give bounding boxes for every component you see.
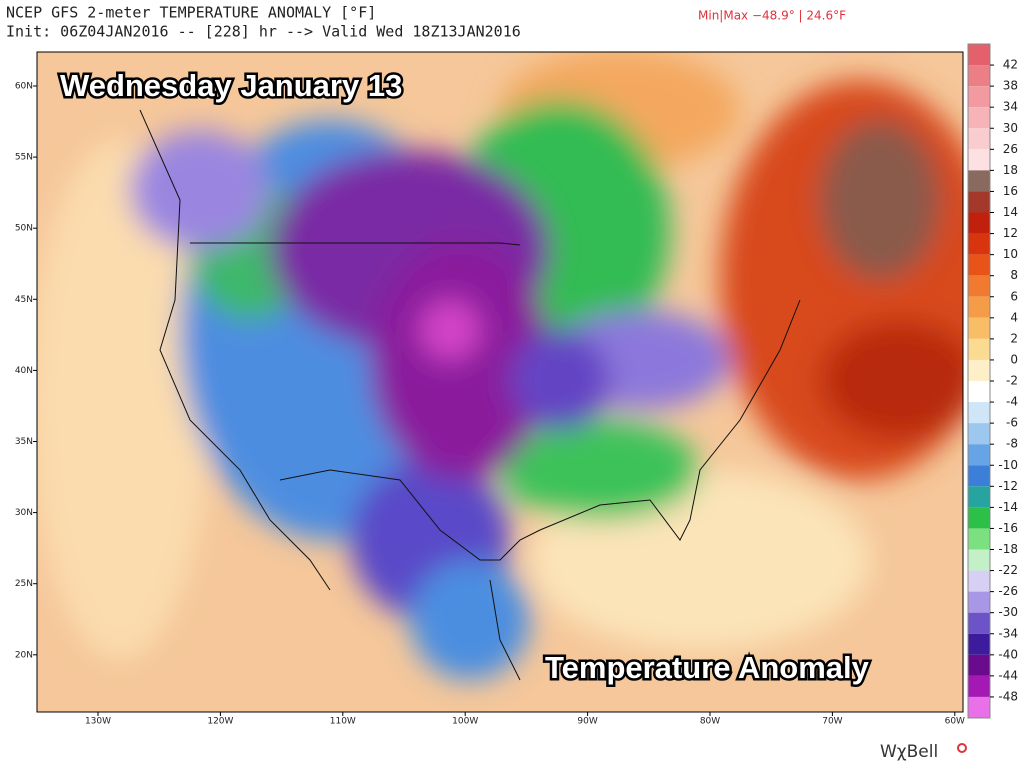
colorbar-label: 2 bbox=[1010, 331, 1018, 345]
colorbar-swatch bbox=[968, 275, 990, 297]
colorbar-swatch bbox=[968, 423, 990, 445]
colorbar-label: 42 bbox=[1003, 58, 1018, 72]
colorbar-label: 18 bbox=[1003, 163, 1018, 177]
colorbar-label: 38 bbox=[1003, 79, 1018, 93]
colorbar-swatch bbox=[968, 402, 990, 424]
colorbar-label: -8 bbox=[1006, 437, 1018, 451]
lon-label: 130W bbox=[85, 717, 111, 727]
lon-label: 120W bbox=[207, 717, 233, 727]
colorbar-label: -44 bbox=[998, 668, 1018, 682]
colorbar-label: 4 bbox=[1010, 310, 1018, 324]
lat-label: 55N bbox=[15, 153, 33, 163]
colorbar-swatch bbox=[968, 444, 990, 466]
lat-label: 45N bbox=[15, 295, 33, 305]
colorbar-swatch bbox=[968, 65, 990, 87]
colorbar-swatch bbox=[968, 170, 990, 192]
colorbar-label: -34 bbox=[998, 626, 1018, 640]
colorbar-swatch bbox=[968, 570, 990, 592]
lat-label: 50N bbox=[15, 224, 33, 234]
colorbar-swatch bbox=[968, 86, 990, 108]
lat-label: 40N bbox=[15, 366, 33, 376]
colorbar-label: -14 bbox=[998, 500, 1018, 514]
colorbar-swatch bbox=[968, 486, 990, 508]
logo: WχBell bbox=[880, 742, 938, 762]
colorbar-swatch bbox=[968, 528, 990, 550]
colorbar-swatch bbox=[968, 191, 990, 213]
colorbar-label: -48 bbox=[998, 689, 1018, 703]
colorbar-swatch bbox=[968, 359, 990, 381]
boundaries bbox=[139, 109, 801, 681]
west-coast bbox=[139, 109, 331, 591]
colorbar-swatch bbox=[968, 338, 990, 360]
colorbar-swatch bbox=[968, 591, 990, 613]
colorbar-label: 34 bbox=[1003, 100, 1018, 114]
colorbar-label: -6 bbox=[1006, 416, 1018, 430]
mexico-coast bbox=[489, 579, 521, 681]
lon-label: 100W bbox=[452, 717, 478, 727]
colorbar-label: 6 bbox=[1010, 289, 1018, 303]
colorbar-label: -16 bbox=[998, 521, 1018, 535]
colorbar-label: 8 bbox=[1010, 268, 1018, 282]
colorbar-label: -4 bbox=[1006, 395, 1018, 409]
colorbar-label: 16 bbox=[1003, 184, 1018, 198]
colorbar-label: 10 bbox=[1003, 247, 1018, 261]
overlay-day: Wednesday January 13 bbox=[60, 68, 402, 103]
logo-icon bbox=[957, 743, 967, 753]
gulf-east-coast bbox=[279, 299, 801, 561]
colorbar-swatch bbox=[968, 254, 990, 276]
map-frame bbox=[36, 51, 964, 713]
colorbar-label: 26 bbox=[1003, 142, 1018, 156]
colorbar-label: -40 bbox=[998, 647, 1018, 661]
colorbar-swatch bbox=[968, 149, 990, 171]
lat-label: 20N bbox=[15, 650, 33, 660]
colorbar-label: -2 bbox=[1006, 374, 1018, 388]
colorbar-swatch bbox=[968, 44, 990, 66]
colorbar-swatch bbox=[968, 296, 990, 318]
us-canada-border bbox=[190, 242, 521, 246]
lon-label: 110W bbox=[330, 717, 356, 727]
colorbar-swatch bbox=[968, 212, 990, 234]
min-max: Min|Max −48.9° | 24.6°F bbox=[698, 9, 846, 23]
lon-label: 60W bbox=[945, 717, 965, 727]
overlay-product: Temperature Anomaly bbox=[545, 650, 870, 685]
colorbar-label: 30 bbox=[1003, 121, 1018, 135]
colorbar-swatch bbox=[968, 465, 990, 487]
colorbar-label: 0 bbox=[1010, 352, 1018, 366]
colorbar-swatch bbox=[968, 317, 990, 339]
lat-label: 30N bbox=[15, 508, 33, 518]
colorbar-label: -12 bbox=[998, 479, 1018, 493]
colorbar-swatch bbox=[968, 549, 990, 571]
colorbar-swatch bbox=[968, 654, 990, 676]
colorbar-swatch bbox=[968, 233, 990, 255]
colorbar-label: -22 bbox=[998, 563, 1018, 577]
colorbar-label: -30 bbox=[998, 605, 1018, 619]
map bbox=[37, 52, 963, 712]
colorbar-label: -10 bbox=[998, 458, 1018, 472]
lat-label: 35N bbox=[15, 437, 33, 447]
colorbar-swatch bbox=[968, 612, 990, 634]
colorbar-swatch bbox=[968, 696, 990, 718]
lat-label: 25N bbox=[15, 579, 33, 589]
colorbar-label: -18 bbox=[998, 542, 1018, 556]
lon-label: 90W bbox=[577, 717, 597, 727]
lon-label: 80W bbox=[700, 717, 720, 727]
anomaly-field bbox=[37, 52, 963, 680]
colorbar-swatch bbox=[968, 633, 990, 655]
colorbar-label: 12 bbox=[1003, 226, 1018, 240]
header-title: NCEP GFS 2-meter TEMPERATURE ANOMALY [°F… bbox=[6, 4, 376, 22]
colorbar-label: 14 bbox=[1003, 205, 1018, 219]
colorbar-swatch bbox=[968, 381, 990, 403]
header-init: Init: 06Z04JAN2016 -- [228] hr --> Valid… bbox=[6, 23, 521, 41]
lon-label: 70W bbox=[822, 717, 842, 727]
colorbar-swatch bbox=[968, 507, 990, 529]
lat-label: 60N bbox=[15, 82, 33, 92]
colorbar-swatch bbox=[968, 107, 990, 129]
colorbar-swatch bbox=[968, 675, 990, 697]
colorbar-label: -26 bbox=[998, 584, 1018, 598]
colorbar-swatch bbox=[968, 128, 990, 150]
